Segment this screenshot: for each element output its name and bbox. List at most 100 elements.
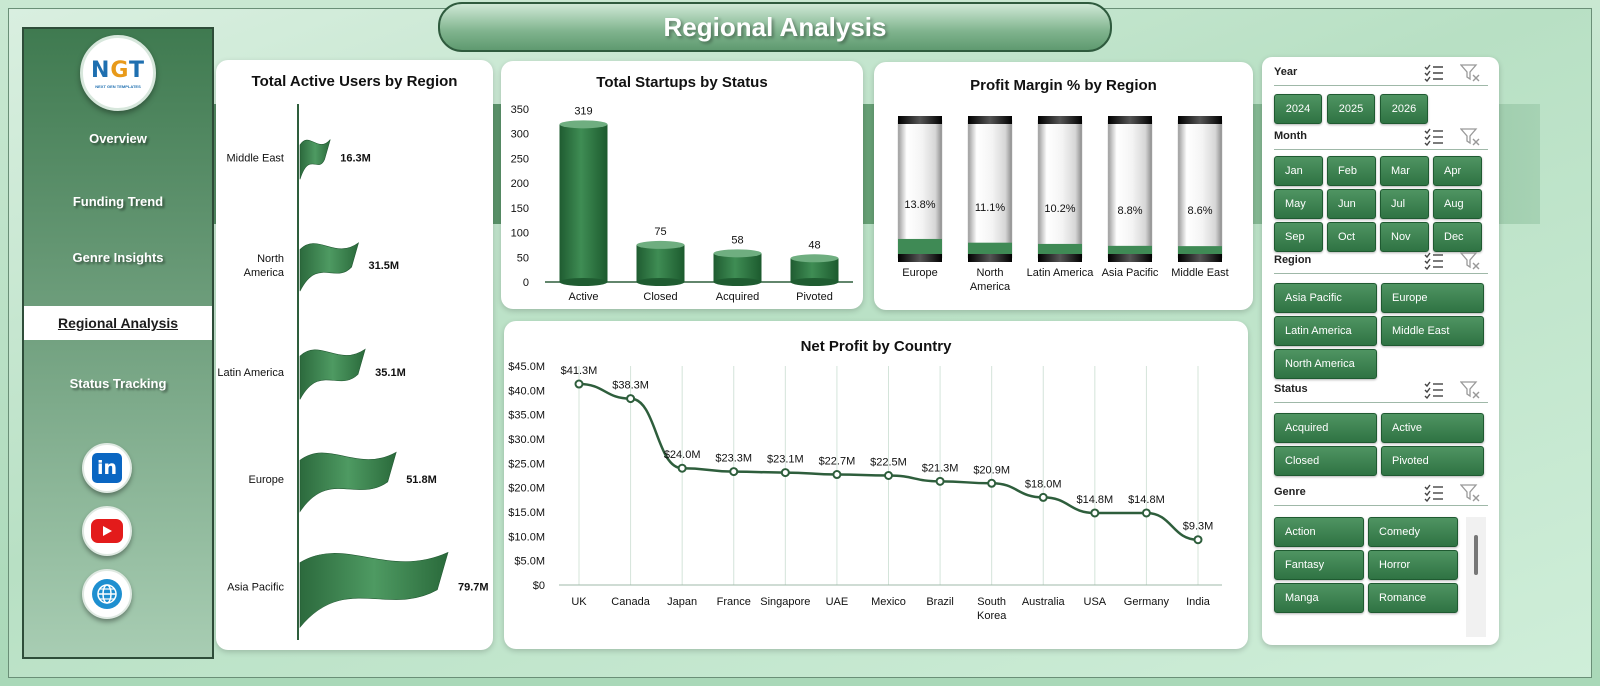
filter-chip-month-feb[interactable]: Feb	[1327, 156, 1376, 186]
category-label: Acquired	[716, 291, 759, 303]
data-label: 58	[731, 234, 743, 246]
filter-chip-year-2024[interactable]: 2024	[1274, 94, 1322, 124]
clear-filter-icon[interactable]	[1459, 484, 1480, 502]
bar-latin-america	[1037, 116, 1083, 262]
multi-select-icon[interactable]	[1424, 381, 1444, 400]
nav-item-overview[interactable]: Overview	[89, 131, 147, 146]
y-tick-label: 50	[517, 252, 529, 264]
youtube-button[interactable]	[82, 506, 132, 556]
multi-select-icon[interactable]	[1424, 484, 1444, 503]
filter-chip-month-jul[interactable]: Jul	[1380, 189, 1429, 219]
filter-chip-region-latin-america[interactable]: Latin America	[1274, 316, 1377, 346]
data-point	[729, 467, 739, 477]
bar-asia-pacific	[1107, 116, 1153, 262]
linkedin-button[interactable]: in	[82, 443, 132, 493]
profit-margin-title: Profit Margin % by Region	[970, 77, 1157, 94]
filter-chip-month-jun[interactable]: Jun	[1327, 189, 1376, 219]
y-tick-label: 350	[511, 104, 529, 116]
filter-chip-status-closed[interactable]: Closed	[1274, 446, 1377, 476]
filter-chip-month-sep[interactable]: Sep	[1274, 222, 1323, 252]
bar-pivoted	[790, 254, 839, 286]
y-tick-label: 150	[511, 203, 529, 215]
clear-filter-icon[interactable]	[1459, 252, 1480, 270]
filter-chip-month-jan[interactable]: Jan	[1274, 156, 1323, 186]
page-title: Regional Analysis	[663, 11, 887, 42]
data-point	[987, 478, 997, 488]
category-label: Middle East	[1171, 267, 1228, 279]
filter-chip-month-apr[interactable]: Apr	[1433, 156, 1482, 186]
filter-chip-year-2026[interactable]: 2026	[1380, 94, 1428, 124]
clear-filter-icon[interactable]	[1459, 381, 1480, 399]
startups-status-chart: 350 300 250 200 150 100 50 0 319 Active 75 Closed 58…	[511, 104, 853, 303]
y-tick-label: $45.0M	[508, 361, 545, 373]
nav-item-status-tracking[interactable]: Status Tracking	[69, 376, 167, 391]
bar-europe	[897, 116, 943, 262]
nav-item-funding-trend[interactable]: Funding Trend	[72, 194, 164, 209]
filter-chip-region-asia-pacific[interactable]: Asia Pacific	[1274, 283, 1377, 313]
bar-asia-pacific	[299, 551, 449, 629]
active-users-title: Total Active Users by Region	[251, 73, 458, 90]
filter-chip-year-2025[interactable]: 2025	[1327, 94, 1375, 124]
category-label: UAE	[826, 596, 849, 608]
multi-select-icon[interactable]	[1424, 128, 1444, 147]
filter-chip-month-nov[interactable]: Nov	[1380, 222, 1429, 252]
genre-scroll-thumb[interactable]	[1474, 535, 1478, 575]
filter-chip-region-europe[interactable]: Europe	[1381, 283, 1484, 313]
y-tick-label: $0	[533, 580, 545, 592]
data-label: $23.1M	[767, 454, 804, 466]
nav-item-regional-analysis[interactable]: Regional Analysis	[24, 306, 212, 340]
category-label: UK	[571, 596, 587, 608]
filter-chip-genre-comedy[interactable]: Comedy	[1368, 517, 1458, 547]
linkedin-icon: in	[92, 453, 122, 483]
clear-filter-icon[interactable]	[1459, 64, 1480, 82]
filter-header-month: Month	[1274, 128, 1488, 150]
website-button[interactable]	[82, 569, 132, 619]
data-label: 8.6%	[1187, 205, 1212, 217]
filter-chip-month-mar[interactable]: Mar	[1380, 156, 1429, 186]
filter-chip-status-pivoted[interactable]: Pivoted	[1381, 446, 1484, 476]
filter-chip-status-active[interactable]: Active	[1381, 413, 1484, 443]
filter-chip-month-oct[interactable]: Oct	[1327, 222, 1376, 252]
category-label: America	[970, 281, 1011, 293]
filter-chip-month-aug[interactable]: Aug	[1433, 189, 1482, 219]
bar-active	[559, 120, 608, 286]
data-label: $14.8M	[1128, 494, 1165, 506]
filter-chip-region-north-america[interactable]: North America	[1274, 349, 1377, 379]
filter-chip-genre-action[interactable]: Action	[1274, 517, 1364, 547]
globe-icon	[92, 579, 122, 609]
nav-item-genre-insights[interactable]: Genre Insights	[72, 250, 164, 265]
genre-scrollbar[interactable]	[1466, 517, 1486, 637]
category-label: America	[244, 267, 285, 279]
category-label: Canada	[611, 596, 650, 608]
data-point	[884, 471, 893, 480]
multi-select-icon[interactable]	[1424, 64, 1444, 83]
data-label: 10.2%	[1044, 203, 1075, 215]
y-tick-label: 250	[511, 153, 529, 165]
data-label: $18.0M	[1025, 478, 1062, 490]
filter-chip-region-middle-east[interactable]: Middle East	[1381, 316, 1484, 346]
category-label: India	[1186, 596, 1211, 608]
logo[interactable]: NGT NEXT GEN TEMPLATES	[80, 35, 156, 111]
data-label: 48	[808, 239, 820, 251]
y-tick-label: $30.0M	[508, 434, 545, 446]
filter-chip-genre-horror[interactable]: Horror	[1368, 550, 1458, 580]
filter-chip-genre-romance[interactable]: Romance	[1368, 583, 1458, 613]
bar-north-america	[299, 242, 360, 292]
clear-filter-icon[interactable]	[1459, 128, 1480, 146]
data-label: 79.7M	[458, 581, 489, 593]
bar-north-america	[967, 116, 1013, 262]
filter-chip-month-dec[interactable]: Dec	[1433, 222, 1482, 252]
data-label: $22.7M	[819, 456, 856, 468]
category-label: Asia Pacific	[1102, 267, 1159, 279]
filter-chip-month-may[interactable]: May	[1274, 189, 1323, 219]
bar-acquired	[713, 249, 762, 286]
filter-chip-genre-fantasy[interactable]: Fantasy	[1274, 550, 1364, 580]
filter-chip-genre-manga[interactable]: Manga	[1274, 583, 1364, 613]
data-label: $22.5M	[870, 457, 907, 469]
filter-chip-status-acquired[interactable]: Acquired	[1274, 413, 1377, 443]
filter-panel: Year 2024 2025 2026 Month Jan Feb Mar Apr May Jun J…	[1262, 57, 1499, 645]
data-point	[574, 379, 584, 389]
startups-status-title: Total Startups by Status	[596, 74, 768, 91]
data-label: $21.3M	[922, 462, 959, 474]
multi-select-icon[interactable]	[1424, 252, 1444, 271]
